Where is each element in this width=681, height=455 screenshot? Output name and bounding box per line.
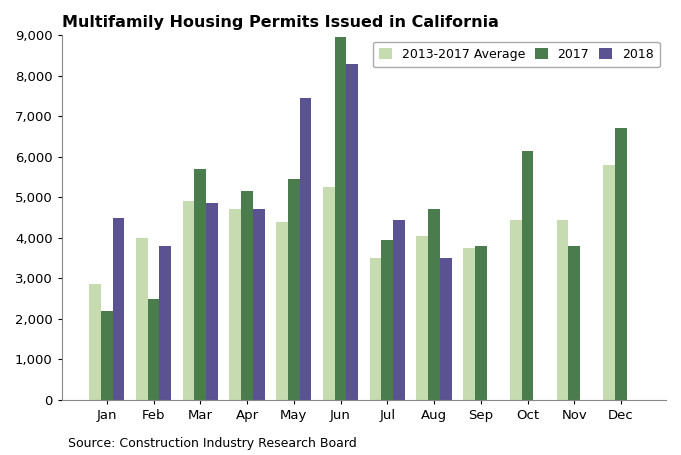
Bar xyxy=(522,151,533,400)
Bar xyxy=(417,236,428,400)
Bar xyxy=(300,98,311,400)
Bar xyxy=(603,165,615,400)
Text: Source: Construction Industry Research Board: Source: Construction Industry Research B… xyxy=(68,437,357,450)
Bar xyxy=(159,246,171,400)
Bar xyxy=(229,209,241,400)
Bar xyxy=(557,220,569,400)
Bar xyxy=(475,246,487,400)
Bar xyxy=(253,209,264,400)
Bar xyxy=(370,258,381,400)
Bar xyxy=(440,258,452,400)
Bar xyxy=(428,209,440,400)
Bar xyxy=(112,217,125,400)
Bar xyxy=(183,202,195,400)
Bar xyxy=(195,169,206,400)
Bar xyxy=(276,222,288,400)
Bar xyxy=(463,248,475,400)
Bar xyxy=(615,128,627,400)
Bar xyxy=(288,179,300,400)
Bar xyxy=(569,246,580,400)
Bar xyxy=(510,220,522,400)
Bar xyxy=(347,64,358,400)
Bar xyxy=(393,220,405,400)
Text: Multifamily Housing Permits Issued in California: Multifamily Housing Permits Issued in Ca… xyxy=(62,15,498,30)
Bar xyxy=(136,238,148,400)
Bar xyxy=(89,284,101,400)
Bar xyxy=(206,203,218,400)
Bar xyxy=(323,187,334,400)
Bar xyxy=(334,37,347,400)
Bar xyxy=(101,311,112,400)
Bar xyxy=(241,191,253,400)
Bar xyxy=(148,298,159,400)
Bar xyxy=(381,240,393,400)
Legend: 2013-2017 Average, 2017, 2018: 2013-2017 Average, 2017, 2018 xyxy=(373,41,660,67)
